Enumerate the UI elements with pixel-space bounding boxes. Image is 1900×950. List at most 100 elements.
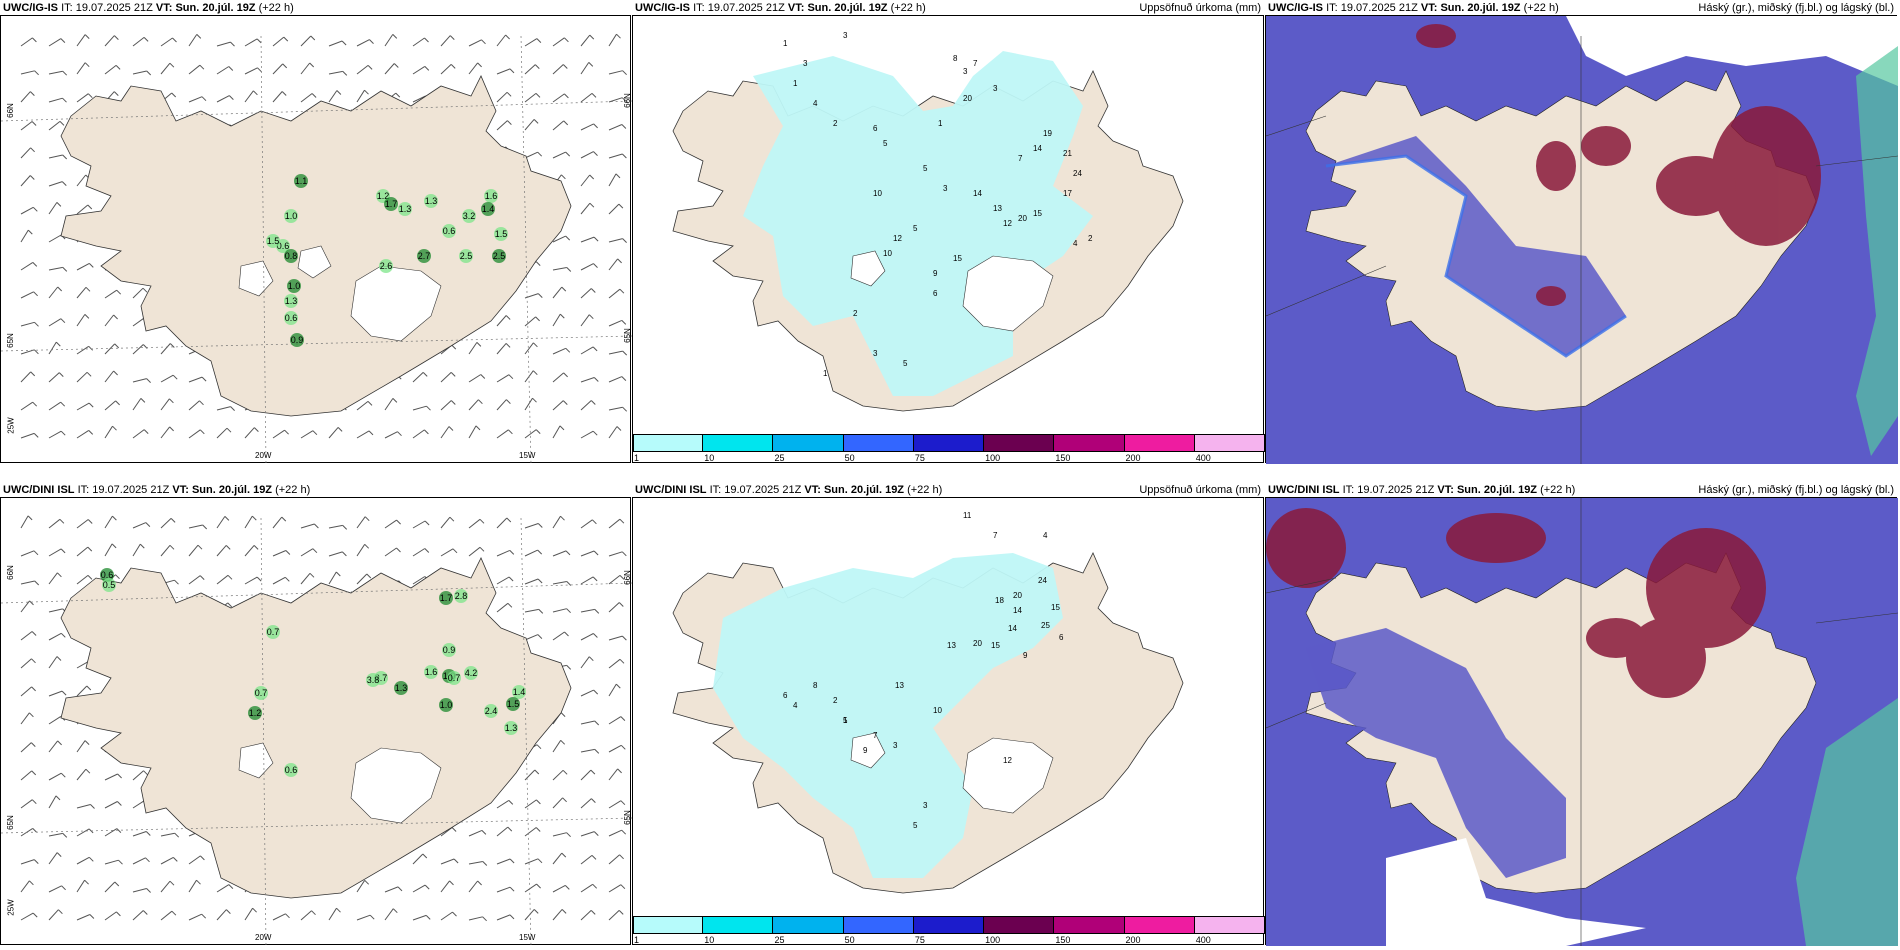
wind-barb	[160, 398, 170, 411]
wind-barb-feather	[424, 37, 429, 43]
precip-value-label: 10	[883, 249, 892, 258]
wind-barb-feather	[532, 370, 538, 376]
wind-barb	[48, 852, 58, 865]
wind-barb-feather	[452, 548, 458, 554]
wind-barb-feather	[196, 34, 202, 39]
wind-barb-feather	[424, 884, 430, 890]
wind-barb	[524, 429, 537, 439]
thunder-value-label: 2.7	[418, 251, 431, 261]
wind-barb	[384, 34, 394, 47]
wind-barb	[48, 608, 63, 613]
wind-barb	[608, 884, 622, 893]
wind-barb-feather	[87, 575, 93, 580]
wind-barb	[524, 119, 535, 131]
wind-barb	[300, 93, 313, 103]
wind-barb	[216, 41, 231, 47]
wind-barb	[496, 858, 511, 865]
vt-label: VT:	[1437, 484, 1454, 496]
wind-barb-feather	[281, 516, 287, 522]
wind-barb-feather	[559, 425, 565, 431]
precip-value-label: 14	[1013, 606, 1022, 615]
wind-barb-feather	[561, 286, 567, 292]
wind-barb	[20, 147, 31, 159]
wind-barb-feather	[533, 342, 538, 348]
precip-value-label: 5	[903, 359, 908, 368]
wind-barb-feather	[424, 429, 429, 435]
thunder-cell	[447, 671, 461, 685]
wind-barb	[216, 574, 229, 585]
thunder-value-label: 4.2	[465, 668, 478, 678]
wind-barb	[76, 575, 89, 585]
wind-barb-feather	[479, 518, 485, 524]
colorbar-swatch	[984, 916, 1055, 934]
wind-barb-feather	[117, 773, 122, 779]
vt-label: VT:	[787, 2, 805, 14]
wind-barb	[244, 576, 258, 585]
wind-barb	[188, 429, 201, 439]
lead-time: (+22 h)	[1523, 2, 1559, 14]
wind-barb	[48, 632, 62, 641]
wind-barb	[496, 799, 510, 809]
wind-barb-feather	[32, 206, 38, 212]
wind-barb	[608, 288, 621, 299]
wind-barb-feather	[536, 799, 541, 805]
wind-barb-feather	[143, 429, 149, 434]
wind-barb	[20, 175, 31, 187]
vt-value: Sun. 20.júl. 19Z	[1456, 484, 1538, 496]
wind-barb	[48, 97, 63, 103]
wind-barb	[608, 518, 621, 529]
wind-barb	[552, 832, 567, 837]
thunder-value-label: 1.2	[249, 708, 262, 718]
wind-barb	[552, 235, 566, 243]
wind-barb-feather	[118, 859, 123, 865]
vt-value: Sun. 20.júl. 19Z	[807, 2, 888, 14]
wind-barb	[48, 70, 63, 75]
wind-barb	[468, 880, 478, 893]
wind-barb-feather	[480, 374, 486, 379]
wind-barb	[272, 550, 287, 557]
wind-barb-feather	[88, 430, 94, 435]
wind-barb	[76, 93, 89, 103]
wind-barb	[20, 432, 35, 439]
wind-barb-feather	[284, 576, 290, 582]
precip-value-label: 5	[913, 224, 918, 233]
wind-barb	[608, 406, 623, 411]
thunder-cell	[102, 578, 116, 592]
wind-barb-feather	[282, 63, 288, 69]
it-value: 19.07.2025 21Z	[1340, 2, 1418, 14]
precip-value-label: 6	[873, 124, 878, 133]
wind-barb	[104, 65, 117, 75]
wind-barb	[412, 405, 427, 411]
wind-barb	[76, 314, 86, 327]
wind-barb	[132, 522, 147, 529]
wind-barb-feather	[84, 34, 90, 39]
wind-barb-feather	[588, 656, 594, 662]
precip-value-label: 24	[1073, 169, 1082, 178]
wind-barb-feather	[367, 65, 373, 70]
vt-value: Sun. 20.júl. 19Z	[191, 484, 273, 496]
wind-barb	[580, 910, 592, 921]
header-bottom-mid: UWC/DINI ISL IT: 19.07.2025 21Z VT: Sun.…	[635, 481, 942, 499]
colorbar-tick: 50	[844, 453, 855, 463]
wind-barb-feather	[145, 831, 151, 836]
wind-barb	[496, 374, 510, 383]
thunder-cells: 0.60.50.71.72.80.71.23.71.61.33.80.91.00…	[100, 568, 526, 777]
colorbar-swatch	[984, 434, 1055, 452]
wind-barb-feather	[508, 576, 514, 582]
wind-barb	[440, 372, 452, 383]
wind-barb	[20, 912, 34, 921]
wind-barb-feather	[395, 92, 401, 98]
wind-barb-feather	[591, 93, 597, 98]
wind-barb	[580, 550, 595, 557]
wind-barb	[552, 515, 561, 529]
wind-barb	[524, 769, 536, 781]
precip-value-label: 1	[938, 119, 943, 128]
wind-barb	[608, 350, 623, 355]
wind-barb-feather	[369, 914, 375, 920]
wind-barb	[552, 400, 564, 411]
wind-barb	[524, 549, 538, 557]
wind-barb-feather	[621, 829, 627, 835]
wind-barb	[356, 573, 368, 585]
wind-barb-feather	[506, 91, 512, 97]
wind-barb	[272, 63, 284, 75]
